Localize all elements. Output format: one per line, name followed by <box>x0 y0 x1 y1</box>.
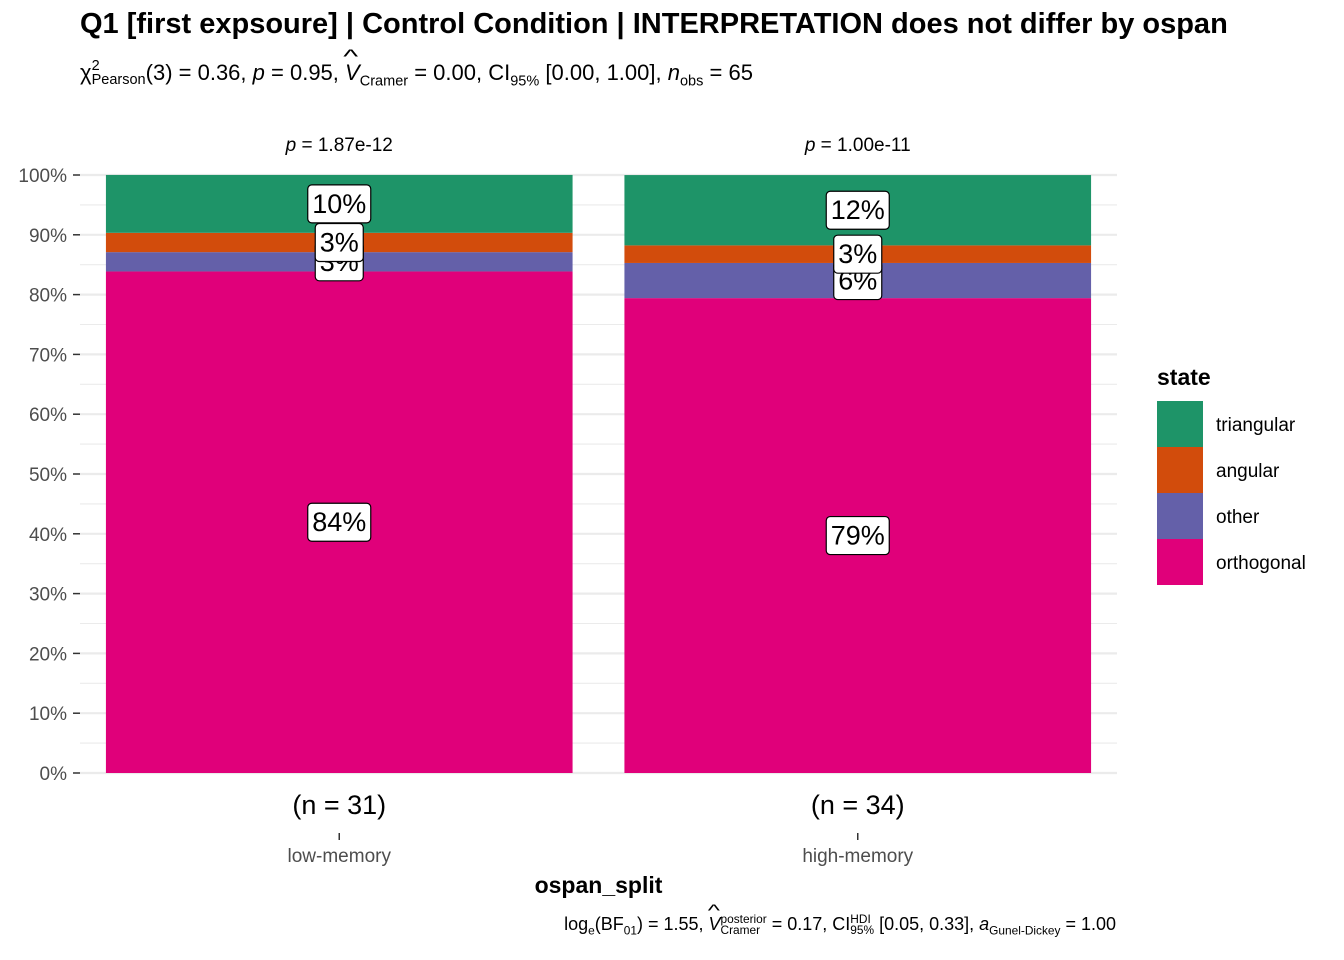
data-label-text: 84% <box>312 507 366 537</box>
y-tick-label: 60% <box>29 405 67 426</box>
legend-item-triangular: triangular <box>1157 401 1296 447</box>
data-label: 84% <box>307 502 372 542</box>
data-label-box <box>307 184 372 224</box>
data-label-text: 12% <box>831 195 885 225</box>
data-label: 10% <box>307 184 372 224</box>
y-tick-label: 80% <box>29 286 67 307</box>
x-axis: low-memory high-memory ospan_split <box>288 833 914 898</box>
y-tick-label: 50% <box>29 465 67 486</box>
y-tick-label: 100% <box>18 166 67 187</box>
data-label: 3% <box>833 234 883 274</box>
p-value: = 1.87e-12 <box>296 135 393 156</box>
n-label: (n = 31) <box>292 790 386 820</box>
data-label-box <box>833 234 883 274</box>
bars <box>105 174 1092 773</box>
y-tick-label: 20% <box>29 644 67 665</box>
p-value-label: p = 1.87e-12 <box>285 135 393 156</box>
p-symbol: p <box>285 135 297 156</box>
legend-item-orthogonal: orthogonal <box>1157 539 1306 585</box>
n-labels: (n = 31) (n = 34) <box>292 790 904 820</box>
y-tick-label: 90% <box>29 226 67 247</box>
x-tick-label: low-memory <box>288 846 392 867</box>
n-label: (n = 34) <box>811 790 905 820</box>
y-tick-label: 70% <box>29 345 67 366</box>
p-labels: p = 1.87e-12 p = 1.00e-11 <box>285 135 911 156</box>
data-label-box <box>307 502 372 542</box>
y-tick-label: 30% <box>29 585 67 606</box>
p-value: = 1.00e-11 <box>815 135 910 156</box>
legend: state triangular angular other orthogonal <box>1157 364 1306 585</box>
chart-title: Q1 [first expsoure] | Control Condition … <box>80 8 1228 40</box>
legend-label: other <box>1216 507 1260 528</box>
y-tick-label: 0% <box>40 764 68 785</box>
data-label-box <box>825 190 890 230</box>
legend-title: state <box>1157 364 1211 390</box>
p-symbol: p <box>804 135 816 156</box>
legend-key-orthogonal <box>1157 539 1203 585</box>
data-label-text: 3% <box>320 227 359 257</box>
x-tick-label: high-memory <box>802 846 913 867</box>
y-tick-label: 40% <box>29 525 67 546</box>
legend-item-angular: angular <box>1157 447 1280 493</box>
data-label-text: 10% <box>312 189 366 219</box>
data-label-box <box>314 222 364 263</box>
data-label-text: 79% <box>831 521 885 551</box>
legend-label: triangular <box>1216 415 1296 436</box>
data-label: 79% <box>825 515 890 556</box>
data-label: 12% <box>825 190 890 230</box>
legend-key-other <box>1157 493 1203 539</box>
y-tick-label: 10% <box>29 704 67 725</box>
data-label: 3% <box>314 222 364 263</box>
legend-key-triangular <box>1157 401 1203 447</box>
data-labels: 84%3%3%10%79%6%3%12% <box>307 184 890 556</box>
y-axis: 0% 10% 20% 30% 40% 50% 60% 70% 80% 90% 100% <box>18 166 80 785</box>
legend-key-angular <box>1157 447 1203 493</box>
data-label-box <box>825 515 890 556</box>
x-axis-title: ospan_split <box>535 872 663 898</box>
legend-item-other: other <box>1157 493 1260 539</box>
legend-label: orthogonal <box>1216 553 1306 574</box>
legend-label: angular <box>1216 461 1280 482</box>
chi-symbol: χ 2 Pearson <box>80 58 146 89</box>
data-label-text: 3% <box>838 239 877 269</box>
p-value-label: p = 1.00e-11 <box>804 135 911 156</box>
